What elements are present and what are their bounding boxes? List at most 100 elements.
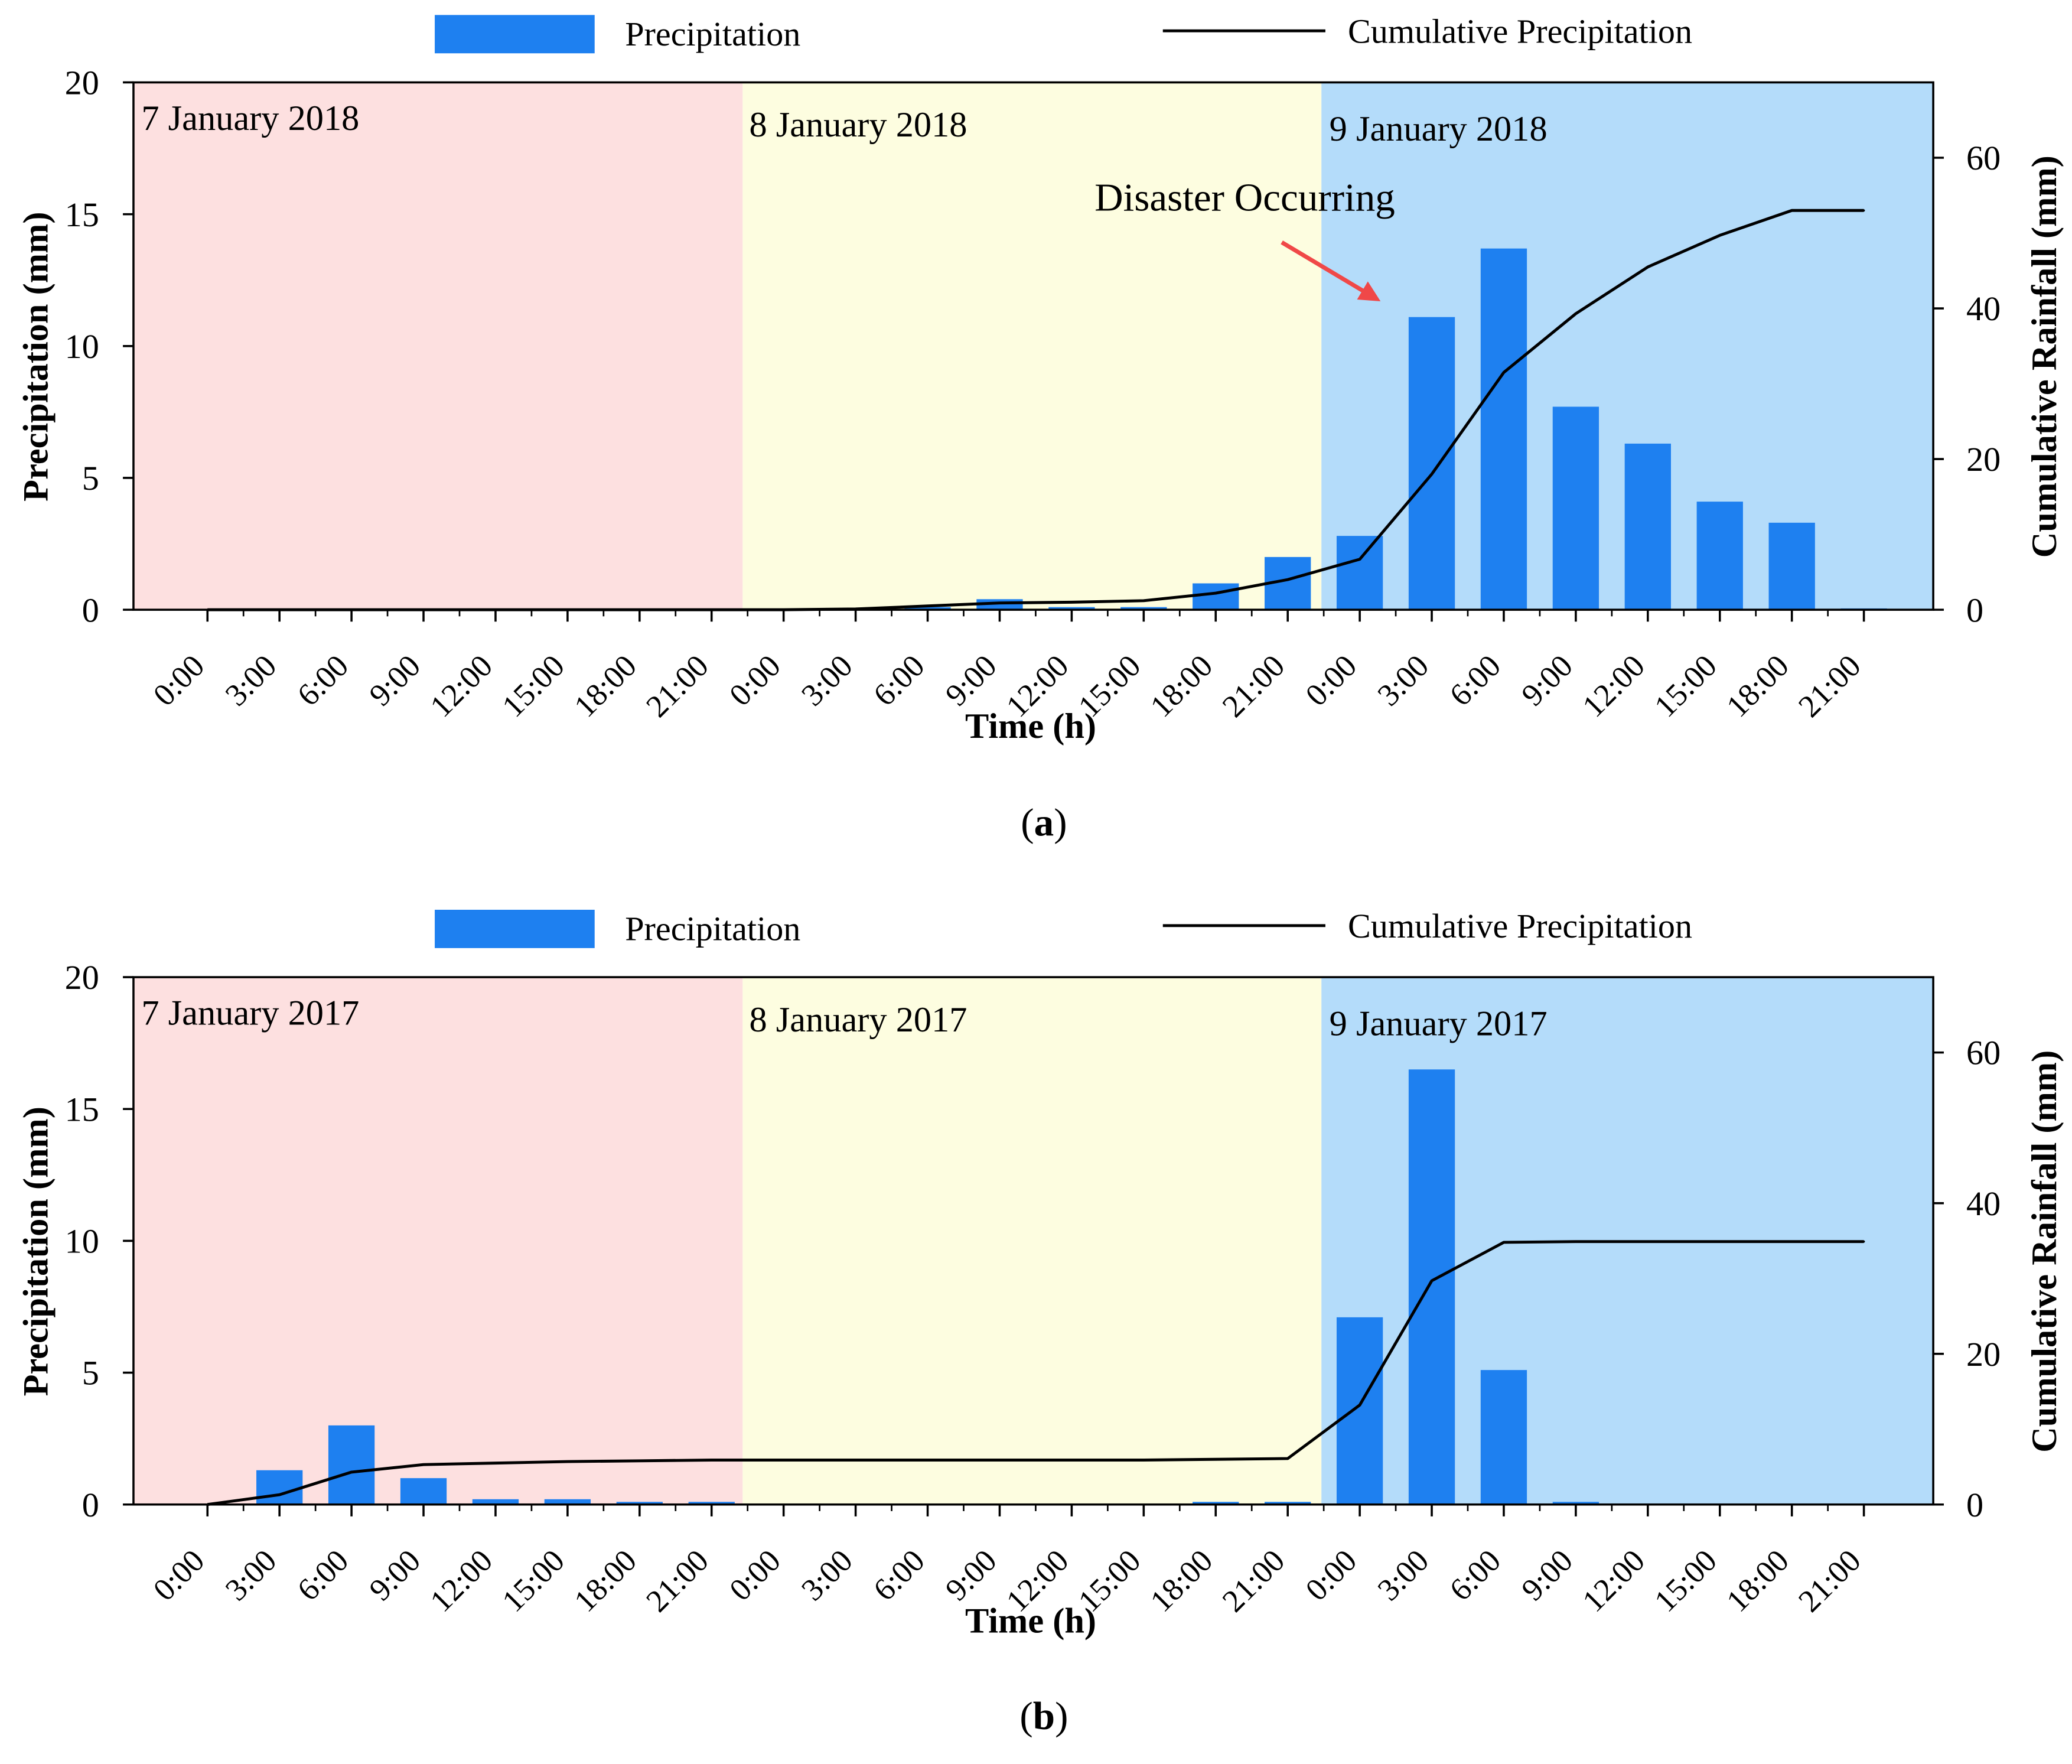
y2-tick-label: 0 — [1966, 1486, 1983, 1524]
x-tick-label: 15:00 — [495, 1542, 571, 1619]
cumulative-point — [1790, 1240, 1793, 1243]
x-tick-label: 12:00 — [423, 648, 499, 724]
bar — [1552, 1502, 1599, 1505]
day-band-1 — [133, 82, 743, 610]
x-tick-label: 21:00 — [1791, 1542, 1868, 1619]
day-band-2 — [742, 82, 1322, 610]
x-tick-label: 18:00 — [567, 648, 643, 724]
x-tick-label: 18:00 — [1143, 1542, 1220, 1619]
cumulative-point — [494, 1462, 497, 1464]
y2-tick-label: 40 — [1966, 289, 2001, 328]
cumulative-point — [1790, 209, 1793, 212]
x-tick-label: 3:00 — [794, 1542, 859, 1607]
y2-tick-label: 20 — [1966, 440, 2001, 479]
legend: Precipitation Cumulative Precipitation — [435, 907, 1692, 948]
annotation-arrow — [1281, 240, 1381, 302]
chart-panel-a: Precipitation Cumulative Precipitation 7 J… — [17, 12, 2065, 844]
cumulative-point — [1070, 601, 1073, 604]
chart-panel-b: Precipitation Cumulative Precipitation 7 J… — [17, 907, 2065, 1738]
x-tick-label: 21:00 — [1216, 648, 1292, 724]
legend-precipitation-label: Precipitation — [625, 909, 800, 948]
bar — [256, 1470, 303, 1505]
bar — [1408, 317, 1455, 610]
y-tick-label: 5 — [82, 459, 99, 497]
bar — [1193, 1502, 1239, 1505]
day-label-3: 9 January 2018 — [1330, 109, 1548, 149]
x-tick-label: 3:00 — [1370, 648, 1435, 713]
x-tick-label: 15:00 — [495, 648, 571, 724]
x-tick-label: 12:00 — [423, 1542, 499, 1619]
y-tick-label: 0 — [82, 1486, 99, 1524]
cumulative-point — [1862, 209, 1865, 212]
bar — [1480, 1370, 1527, 1505]
y2-axis-title: Cumulative Rainfall (mm) — [2025, 155, 2064, 558]
x-tick-label: 0:00 — [1298, 648, 1363, 713]
panel-label-open: ( — [1021, 800, 1034, 845]
panel-label: (b) — [1019, 1694, 1068, 1738]
x-tick-label: 0:00 — [146, 1542, 211, 1607]
cumulative-point — [782, 1459, 785, 1462]
y-axis-title: Precipitation (mm) — [17, 212, 56, 502]
bar — [1193, 583, 1239, 610]
x-tick-label: 3:00 — [219, 648, 284, 713]
cumulative-point — [638, 1459, 641, 1462]
x-tick-label: 12:00 — [1575, 648, 1651, 724]
x-tick-label: 6:00 — [1442, 648, 1507, 713]
y-tick-label: 10 — [65, 1222, 99, 1261]
bar — [1696, 502, 1743, 610]
x-tick-label: 6:00 — [866, 648, 931, 713]
cumulative-point — [710, 1459, 713, 1462]
cumulative-line — [207, 1240, 1864, 1506]
cumulative-point — [1142, 1459, 1145, 1462]
cumulative-point — [854, 1459, 857, 1462]
cumulative-point — [1647, 266, 1649, 268]
bar — [472, 1499, 519, 1505]
panel-label-letter: b — [1033, 1694, 1055, 1738]
x-tick-label: 6:00 — [1442, 1542, 1507, 1607]
legend-precipitation-label: Precipitation — [625, 15, 800, 53]
day-label-2: 8 January 2018 — [750, 105, 967, 145]
x-tick-label: 3:00 — [794, 648, 859, 713]
cumulative-point — [1718, 234, 1721, 237]
x-tick-label: 9:00 — [1514, 1542, 1579, 1607]
x-tick-label: 6:00 — [290, 1542, 355, 1607]
bar — [1624, 443, 1671, 610]
y-tick-label: 20 — [65, 64, 99, 102]
cumulative-point — [1286, 1457, 1289, 1460]
x-tick-label: 21:00 — [639, 648, 715, 724]
y-tick-label: 0 — [82, 591, 99, 629]
x-tick-label: 0:00 — [146, 648, 211, 713]
cumulative-point — [1718, 1240, 1721, 1243]
bar — [544, 1499, 591, 1505]
bar — [328, 1425, 375, 1505]
panel-label: (a) — [1021, 800, 1067, 845]
cumulative-point — [1431, 1280, 1433, 1282]
x-tick-label: 9:00 — [1514, 648, 1579, 713]
bar — [688, 1502, 735, 1505]
x-tick-label: 18:00 — [1719, 1542, 1796, 1619]
cumulative-point — [1070, 1459, 1073, 1462]
panel-label-close: ) — [1055, 1694, 1068, 1738]
y2-tick-label: 60 — [1966, 139, 2001, 177]
cumulative-point — [1286, 578, 1289, 581]
y-tick-label: 20 — [65, 958, 99, 997]
annotation-label: Disaster Occurring — [1094, 175, 1395, 219]
cumulative-point — [1575, 313, 1577, 315]
y2-tick-label: 20 — [1966, 1335, 2001, 1374]
bar — [1768, 522, 1815, 610]
y2-tick-label: 0 — [1966, 591, 1983, 629]
panel-label-letter: a — [1034, 800, 1054, 845]
y-tick-label: 5 — [82, 1354, 99, 1392]
legend-precipitation-swatch — [435, 15, 595, 54]
cumulative-point — [926, 604, 929, 607]
x-tick-label: 6:00 — [866, 1542, 931, 1607]
legend-cumulative-label: Cumulative Precipitation — [1348, 12, 1692, 50]
x-axis-title: Time (h) — [965, 707, 1096, 746]
bar — [1120, 607, 1167, 610]
x-tick-label: 12:00 — [1575, 1542, 1651, 1619]
bar — [1336, 536, 1383, 610]
bar — [616, 1502, 663, 1505]
cumulative-point — [998, 601, 1001, 604]
x-tick-label: 0:00 — [722, 648, 787, 713]
